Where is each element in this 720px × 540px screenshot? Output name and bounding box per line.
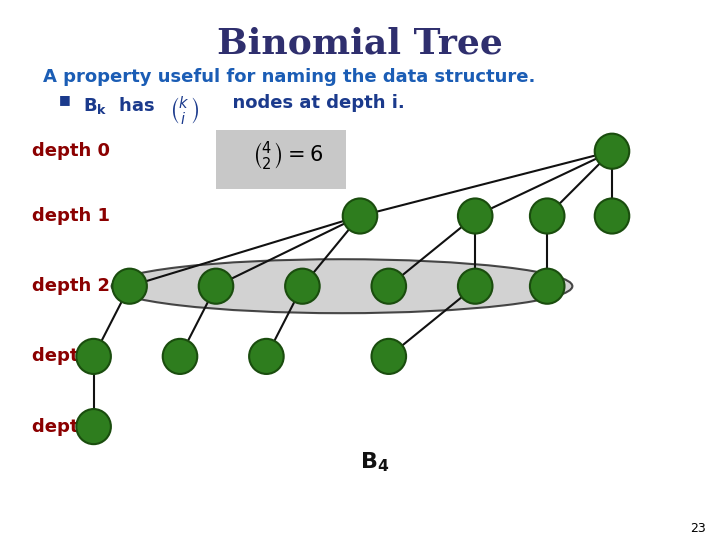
Text: $\mathbf{B_k}$  has: $\mathbf{B_k}$ has: [83, 94, 162, 116]
Ellipse shape: [112, 269, 147, 303]
Text: depth 0: depth 0: [32, 142, 110, 160]
Ellipse shape: [199, 269, 233, 303]
Text: $\blacksquare$: $\blacksquare$: [58, 94, 71, 109]
FancyBboxPatch shape: [216, 130, 346, 189]
Text: nodes at depth i.: nodes at depth i.: [220, 94, 405, 112]
Text: depth 3: depth 3: [32, 347, 110, 366]
Text: depth 2: depth 2: [32, 277, 110, 295]
Ellipse shape: [372, 269, 406, 303]
Ellipse shape: [249, 339, 284, 374]
Ellipse shape: [595, 198, 629, 233]
Ellipse shape: [76, 339, 111, 374]
Ellipse shape: [285, 269, 320, 303]
Text: A property useful for naming the data structure.: A property useful for naming the data st…: [43, 68, 536, 85]
Ellipse shape: [458, 198, 492, 233]
Ellipse shape: [372, 339, 406, 374]
Ellipse shape: [530, 198, 564, 233]
Text: $\binom{4}{2} = 6$: $\binom{4}{2} = 6$: [252, 140, 323, 173]
Ellipse shape: [458, 269, 492, 303]
Ellipse shape: [343, 198, 377, 233]
Text: $\mathbf{B_4}$: $\mathbf{B_4}$: [360, 450, 389, 474]
Text: $\binom{k}{i}$: $\binom{k}{i}$: [169, 94, 199, 127]
Ellipse shape: [595, 133, 629, 168]
Ellipse shape: [530, 269, 564, 303]
Ellipse shape: [112, 259, 572, 313]
Ellipse shape: [163, 339, 197, 374]
Ellipse shape: [76, 409, 111, 444]
Text: Binomial Tree: Binomial Tree: [217, 27, 503, 61]
Text: 23: 23: [690, 522, 706, 535]
Text: depth 1: depth 1: [32, 207, 110, 225]
Text: depth 4: depth 4: [32, 417, 110, 436]
